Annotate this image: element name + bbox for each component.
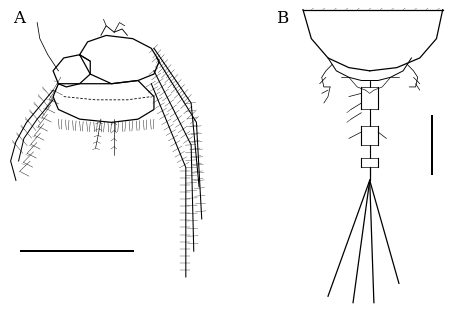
Text: B: B <box>276 10 288 27</box>
Text: A: A <box>13 10 25 27</box>
